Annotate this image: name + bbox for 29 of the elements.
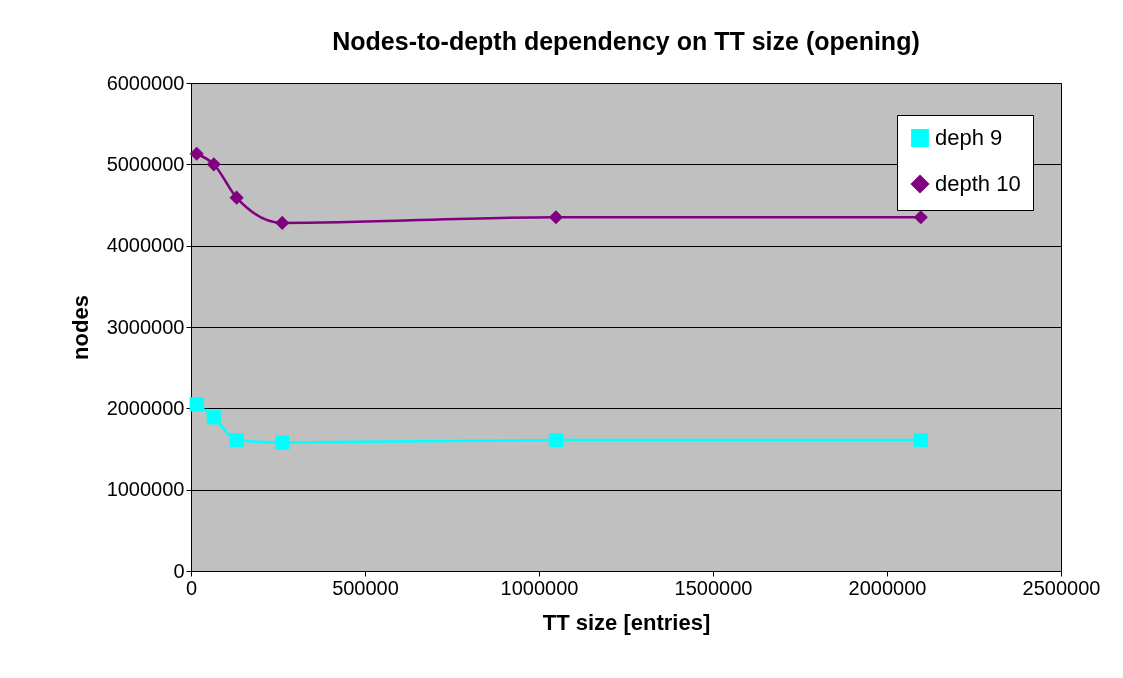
y-tick-label: 2000000 bbox=[106, 396, 185, 419]
point bbox=[913, 432, 928, 448]
x-tick-label: 1000000 bbox=[500, 576, 579, 599]
y-tick-label: 5000000 bbox=[106, 152, 185, 175]
point bbox=[229, 432, 244, 448]
legend-label: depth 10 bbox=[935, 171, 1021, 196]
point bbox=[189, 397, 204, 412]
legend-label: deph 9 bbox=[935, 125, 1003, 150]
point bbox=[275, 215, 290, 230]
point bbox=[206, 157, 221, 172]
y-tick-label: 3000000 bbox=[106, 315, 185, 338]
point bbox=[189, 146, 204, 161]
chart-title: Nodes-to-depth dependency on TT size (opening) bbox=[332, 27, 920, 55]
x-tick-label: 2500000 bbox=[1022, 576, 1101, 599]
point bbox=[548, 210, 563, 225]
x-axis-title: TT size [entries] bbox=[542, 609, 711, 635]
point bbox=[229, 190, 244, 205]
point bbox=[913, 210, 928, 225]
point bbox=[206, 410, 221, 425]
x-tick-label: 1500000 bbox=[674, 576, 753, 599]
point bbox=[275, 435, 290, 450]
point bbox=[548, 432, 563, 448]
y-tick-label: 4000000 bbox=[106, 234, 185, 257]
y-tick-label: 0 bbox=[173, 559, 185, 582]
x-tick-label: 2000000 bbox=[848, 576, 927, 599]
y-tick-label: 1000000 bbox=[106, 478, 185, 501]
y-axis-title: nodes bbox=[67, 295, 93, 360]
x-tick-label: 500000 bbox=[332, 576, 399, 599]
y-tick-label: 6000000 bbox=[106, 71, 185, 94]
